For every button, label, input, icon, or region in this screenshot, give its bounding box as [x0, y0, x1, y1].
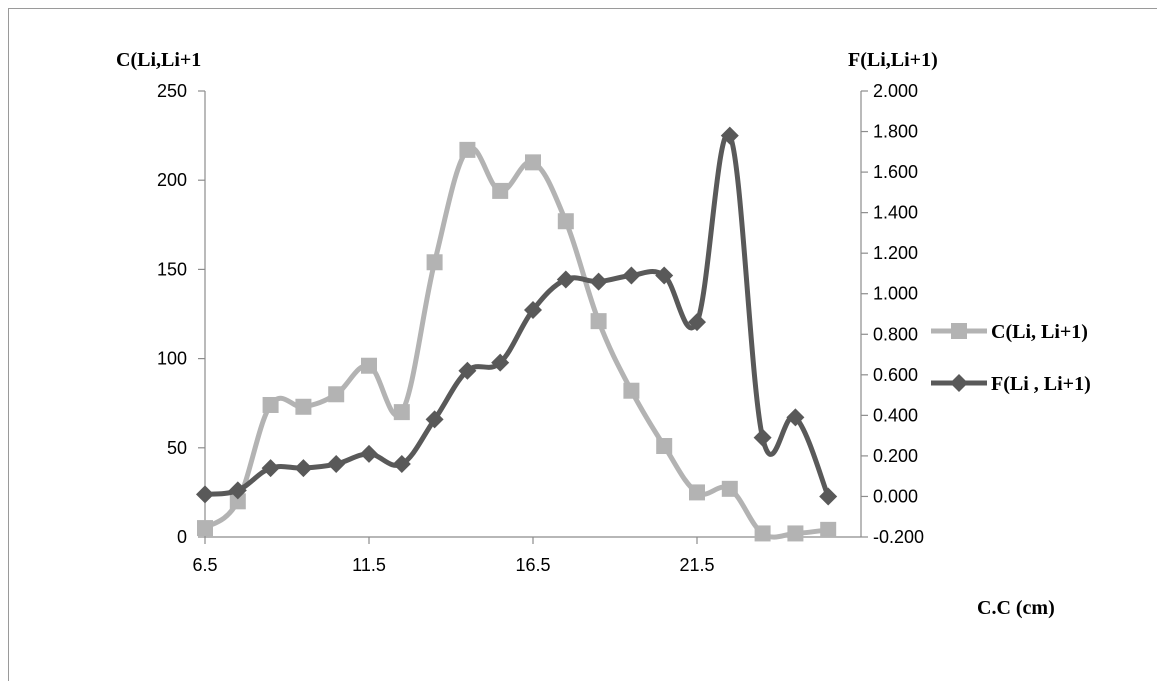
- legend-c-marker: [951, 323, 967, 339]
- left-y-tick-label: 150: [157, 259, 187, 279]
- f-series: [196, 126, 838, 506]
- right-y-tick-label: 0.600: [873, 365, 918, 385]
- left-axis-title: C(Li,Li+1: [116, 49, 201, 71]
- x-tick-label: 21.5: [679, 555, 714, 575]
- right-y-tick-label: 2.000: [873, 81, 918, 101]
- f-series-line: [204, 131, 831, 498]
- f-series-point: [327, 455, 346, 474]
- f-series-point: [524, 300, 542, 319]
- c-series-point: [721, 480, 738, 497]
- legend-c-label: C(Li, Li+1): [991, 321, 1088, 343]
- right-y-tick-label: 0.000: [873, 486, 918, 506]
- left-y-tick-label: 100: [157, 349, 187, 369]
- legend-f-marker: [950, 374, 968, 392]
- c-series-point: [393, 404, 410, 421]
- left-y-tick-label: 50: [167, 438, 187, 458]
- c-series-point: [754, 525, 771, 542]
- right-y-tick-label: 1.400: [873, 203, 918, 223]
- right-y-tick-label: 0.800: [873, 324, 918, 344]
- legend-f-label: F(Li , Li+1): [991, 373, 1091, 395]
- right-y-tick-label: -0.200: [873, 527, 924, 547]
- f-series-point: [819, 487, 838, 506]
- f-series-point: [622, 266, 641, 285]
- c-series-point: [557, 213, 574, 230]
- c-series-point: [656, 438, 673, 455]
- right-y-tick-label: 0.400: [873, 405, 918, 425]
- c-series-point: [689, 484, 705, 501]
- axes: 0 50 100 150 200 250 -0.200 0.000 0.200 0.400 0.60…: [157, 81, 924, 575]
- series-layer: [196, 126, 838, 542]
- f-series-point: [655, 266, 674, 285]
- c-series-point: [295, 398, 312, 415]
- c-series-point: [459, 141, 476, 158]
- f-series-point: [753, 428, 772, 447]
- c-series-point: [623, 382, 640, 399]
- c-series-point: [820, 521, 837, 538]
- c-series-point: [525, 154, 541, 171]
- f-series-point: [556, 270, 575, 289]
- f-series-point: [425, 410, 444, 429]
- chart: C(Li,Li+1 F(Li,Li+1) C.C (cm) 0 50 100 150 2…: [116, 49, 1091, 619]
- chart-frame: C(Li,Li+1 F(Li,Li+1) C.C (cm) 0 50 100 150 2…: [8, 8, 1157, 681]
- c-series-point: [590, 313, 607, 330]
- right-y-tick-label: 1.000: [873, 284, 918, 304]
- right-axis-title: F(Li,Li+1): [848, 49, 938, 71]
- f-series-point: [360, 444, 378, 463]
- f-series-point: [786, 408, 805, 427]
- f-series-point: [688, 313, 706, 332]
- c-series-point: [492, 182, 509, 199]
- c-series-point: [328, 386, 345, 403]
- f-series-point: [589, 272, 608, 291]
- x-axis-title: C.C (cm): [977, 597, 1055, 619]
- right-y-tick-label: 1.600: [873, 162, 918, 182]
- x-tick-label: 6.5: [192, 555, 217, 575]
- c-series-point: [426, 254, 443, 271]
- f-series-point: [261, 459, 280, 478]
- right-y-tick-label: 1.200: [873, 243, 918, 263]
- x-tick-label: 16.5: [515, 555, 550, 575]
- f-series-point: [720, 126, 739, 145]
- f-series-point: [491, 353, 510, 372]
- f-series-point: [392, 455, 411, 474]
- legend: C(Li, Li+1) F(Li , Li+1): [931, 321, 1091, 395]
- f-series-point: [294, 459, 313, 478]
- c-series: [197, 141, 837, 542]
- c-series-point: [262, 396, 279, 413]
- x-tick-label: 11.5: [352, 555, 386, 575]
- c-series-point: [229, 493, 246, 510]
- left-y-tick-label: 0: [177, 527, 187, 547]
- f-series-point: [228, 481, 247, 500]
- left-y-tick-label: 250: [157, 81, 187, 101]
- left-y-tick-label: 200: [157, 170, 187, 190]
- f-series-point: [458, 361, 477, 380]
- c-series-point: [361, 357, 377, 374]
- f-series-point: [196, 485, 214, 504]
- right-y-tick-label: 1.800: [873, 122, 918, 142]
- c-series-point: [197, 520, 213, 537]
- c-series-point: [787, 525, 804, 542]
- right-y-tick-label: 0.200: [873, 446, 918, 466]
